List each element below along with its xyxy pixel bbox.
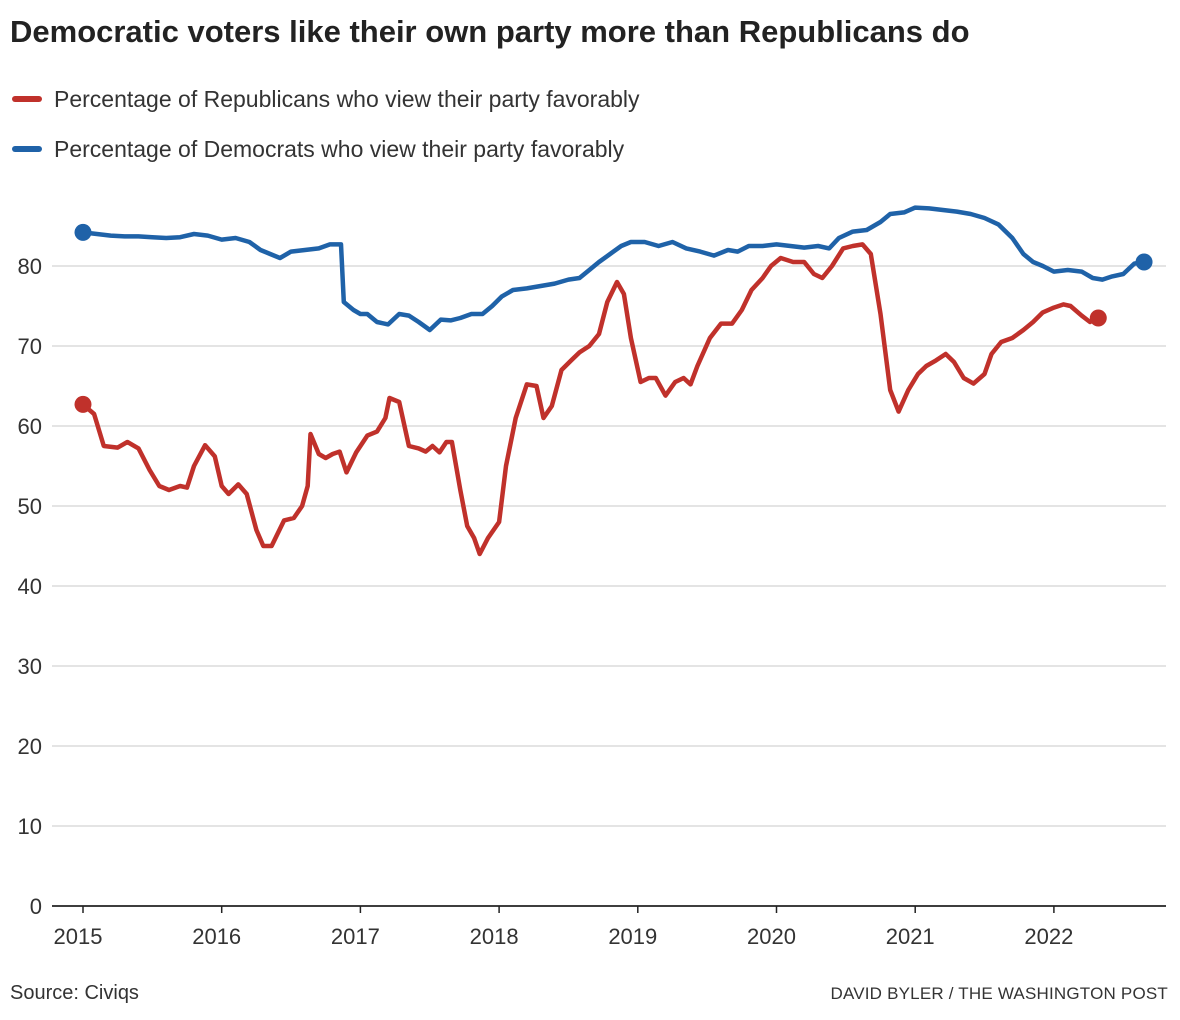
y-tick-label-20: 20 [18,734,42,759]
series-start-dot-republicans [74,395,92,413]
credit-note: DAVID BYLER / THE WASHINGTON POST [830,984,1168,1003]
y-tick-label-10: 10 [18,814,42,839]
series-line-republicans [80,242,1101,557]
legend-label-republicans: Percentage of Republicans who view their… [54,85,640,112]
legend: Percentage of Republicans who view their… [12,82,640,182]
chart-title: Democratic voters like their own party m… [10,14,970,49]
legend-label-democrats: Percentage of Democrats who view their p… [54,135,625,162]
x-tick-label-2016: 2016 [192,924,241,949]
legend-item-republicans: Percentage of Republicans who view their… [12,82,640,116]
x-tick-label-2021: 2021 [886,924,935,949]
y-tick-label-30: 30 [18,654,42,679]
legend-swatch-republicans [12,96,42,102]
y-tick-label-40: 40 [18,574,42,599]
series-start-dot-democrats [74,223,92,241]
x-tick-label-2020: 2020 [747,924,796,949]
source-note: Source: Civiqs [10,982,139,1004]
x-tick-label-2022: 2022 [1024,924,1073,949]
x-tick-label-2015: 2015 [54,924,103,949]
series-end-dot-democrats [1135,253,1153,271]
legend-item-democrats: Percentage of Democrats who view their p… [12,132,640,166]
x-tick-label-2019: 2019 [608,924,657,949]
series-line-democrats [80,205,1147,333]
y-tick-label-80: 80 [18,254,42,279]
y-tick-label-0: 0 [30,894,42,919]
series-end-dot-republicans [1089,309,1107,327]
y-tick-label-50: 50 [18,494,42,519]
x-tick-label-2018: 2018 [470,924,519,949]
x-tick-label-2017: 2017 [331,924,380,949]
y-tick-label-60: 60 [18,414,42,439]
y-tick-label-70: 70 [18,334,42,359]
legend-swatch-democrats [12,146,42,152]
